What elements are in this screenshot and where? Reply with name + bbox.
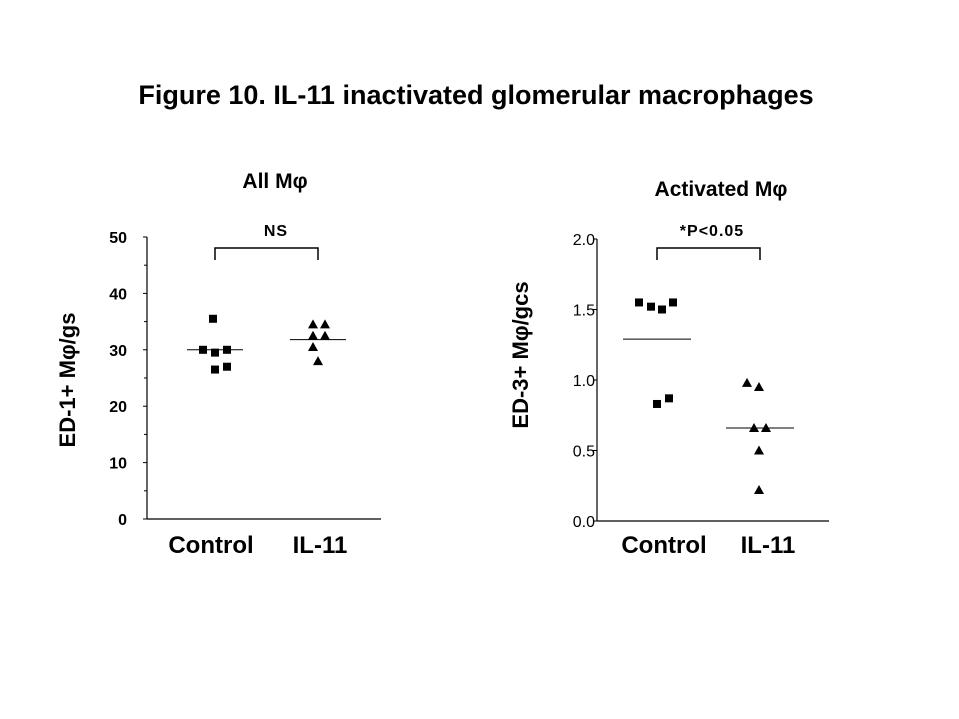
y-axis-label-ed1: ED-1+ Mφ/gs xyxy=(55,313,80,448)
y-tick-label: 0.0 xyxy=(573,514,595,531)
data-point-triangle xyxy=(754,445,764,455)
data-point-square xyxy=(669,298,677,307)
y-tick-label: 1.0 xyxy=(573,373,595,390)
data-point-square xyxy=(211,348,219,357)
data-point-triangle xyxy=(308,319,318,329)
y-tick-label: 0 xyxy=(118,512,127,529)
significance-bracket xyxy=(656,247,761,260)
y-tick-label: 20 xyxy=(109,399,127,416)
category-label-control: Control xyxy=(621,532,706,559)
chart-all-macrophages: All Mφ ED-1+ Mφ/gs NS Control IL-11 0 10 2… xyxy=(55,170,381,559)
category-label-control: Control xyxy=(168,532,253,559)
data-point-triangle xyxy=(313,356,323,366)
data-point-square xyxy=(223,362,231,371)
data-point-triangle xyxy=(320,319,330,329)
y-tick-label: 0.5 xyxy=(573,444,595,461)
category-label-il11: IL-11 xyxy=(293,532,348,559)
panel-title-all: All Mφ xyxy=(242,170,307,193)
figure-title: Figure 10. IL-11 inactivated glomerular … xyxy=(138,80,813,110)
data-point-square xyxy=(211,365,219,374)
data-point-triangle xyxy=(754,484,764,494)
significance-label-ns: NS xyxy=(264,223,288,240)
y-tick-label: 50 xyxy=(109,230,127,247)
significance-label-p: *P<0.05 xyxy=(680,223,744,240)
data-point-square xyxy=(209,314,217,323)
data-point-square xyxy=(665,394,673,403)
panel-title-activated: Activated Mφ xyxy=(655,178,788,201)
data-point-triangle xyxy=(320,330,330,340)
data-point-triangle xyxy=(742,377,752,387)
data-point-triangle xyxy=(754,382,764,392)
chart-activated-macrophages: Activated Mφ ED-3+ Mφ/gcs *P<0.05 Contro… xyxy=(508,178,829,559)
y-tick-label: 1.5 xyxy=(573,303,595,320)
data-point-square xyxy=(653,399,661,408)
y-tick-label: 30 xyxy=(109,343,127,360)
data-point-square xyxy=(635,298,643,307)
significance-bracket xyxy=(214,247,319,260)
data-point-square xyxy=(658,305,666,314)
data-point-square xyxy=(647,302,655,311)
y-tick-label: 40 xyxy=(109,286,127,303)
y-tick-label: 2.0 xyxy=(573,232,595,249)
y-axis-label-ed3: ED-3+ Mφ/gcs xyxy=(508,281,533,428)
category-label-il11: IL-11 xyxy=(741,532,796,559)
data-point-triangle xyxy=(308,341,318,351)
y-tick-label: 10 xyxy=(109,456,127,473)
data-point-triangle xyxy=(308,330,318,340)
